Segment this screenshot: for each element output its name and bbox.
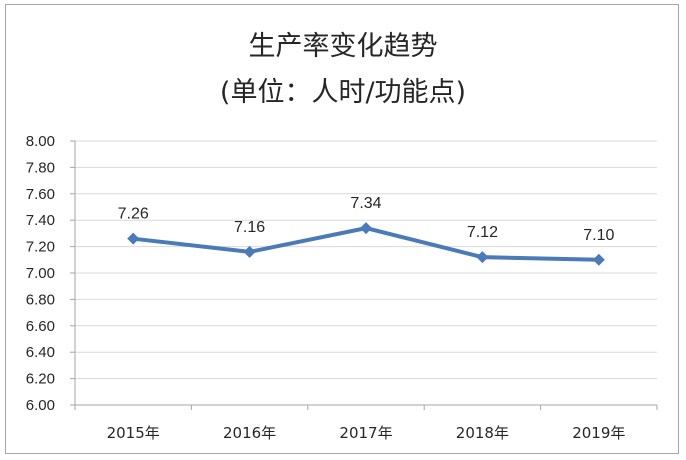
y-tick-label: 7.80 bbox=[26, 159, 55, 176]
y-tick-label: 6.60 bbox=[26, 318, 55, 335]
data-point-marker bbox=[360, 222, 372, 235]
data-label: 7.12 bbox=[467, 224, 498, 241]
data-point-marker bbox=[243, 245, 256, 258]
x-tick-label: 2017年 bbox=[339, 424, 392, 442]
axes bbox=[70, 140, 658, 410]
x-tick-label: 2019年 bbox=[572, 424, 625, 442]
data-label: 7.16 bbox=[234, 219, 265, 236]
y-tick-label: 8.00 bbox=[26, 133, 55, 150]
data-label: 7.10 bbox=[583, 227, 614, 244]
data-point-marker bbox=[476, 251, 489, 264]
y-tick-label: 7.40 bbox=[26, 212, 55, 229]
data-label: 7.34 bbox=[350, 195, 381, 212]
data-label: 7.26 bbox=[118, 206, 149, 223]
x-tick-label: 2015年 bbox=[107, 424, 160, 442]
data-point-marker bbox=[127, 232, 140, 245]
chart-subtitle: (单位：人时/功能点) bbox=[220, 77, 466, 108]
x-tick-label: 2018年 bbox=[456, 424, 509, 442]
y-tick-label: 6.00 bbox=[26, 397, 55, 414]
y-tick-labels: 6.00 6.20 6.40 6.60 6.80 7.00 7.20 7.40 7.60 7.80… bbox=[26, 133, 55, 414]
y-tick-label: 6.80 bbox=[26, 291, 55, 308]
y-tick-label: 7.00 bbox=[26, 265, 55, 282]
gridlines bbox=[75, 140, 657, 380]
data-point-marker bbox=[592, 253, 605, 266]
y-tick-label: 7.60 bbox=[26, 186, 55, 203]
data-labels: 7.26 7.16 7.34 7.12 7.10 bbox=[118, 195, 615, 244]
y-tick-label: 7.20 bbox=[26, 239, 55, 256]
y-tick-label: 6.40 bbox=[26, 344, 55, 361]
chart-title: 生产率变化趋势 bbox=[249, 31, 438, 62]
series-group bbox=[127, 222, 605, 266]
x-tick-labels: 2015年 2016年 2017年 2018年 2019年 bbox=[107, 424, 626, 442]
x-tick-label: 2016年 bbox=[223, 424, 276, 442]
y-tick-label: 6.20 bbox=[26, 371, 55, 388]
